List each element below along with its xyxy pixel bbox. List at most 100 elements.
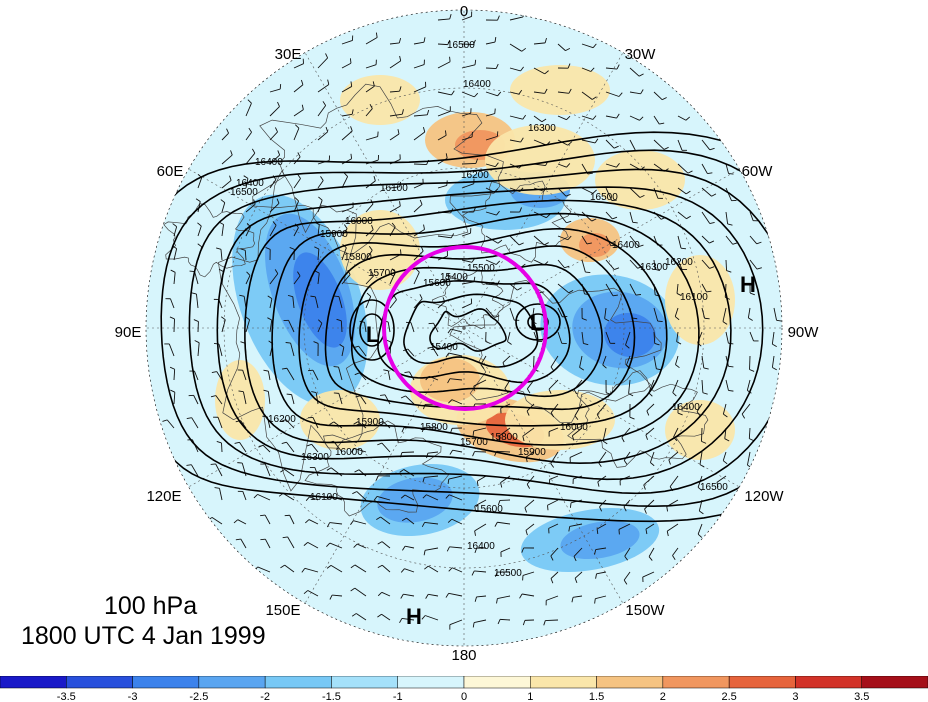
contour-label: 15900 [518,447,546,458]
wind-barb [267,295,273,309]
wind-barb [701,163,713,175]
colorbar-swatch [331,676,398,689]
wind-barb [557,63,571,69]
anomaly-blob [510,65,610,115]
wind-barb [701,355,709,370]
wind-barb [326,522,343,528]
wind-barb [329,594,343,600]
colorbar-swatch [264,676,332,689]
wind-barb [389,55,402,69]
wind-barb [701,211,715,224]
wind-barb [269,150,281,165]
wind-barb [221,128,229,141]
wind-barb [197,222,202,237]
contour-label: 16400 [467,541,495,552]
wind-barb [186,464,199,477]
wind-barb [350,447,367,453]
wind-barb [341,58,352,69]
wind-barb [596,403,607,420]
wind-barb [550,571,559,584]
wind-barb [644,499,655,514]
wind-barb [623,451,631,465]
wind-barb [500,475,511,488]
meridian-line [463,168,740,329]
wind-barb [485,15,500,21]
meridian-line [304,52,465,329]
wind-barb [333,392,343,405]
wind-barb [461,298,473,309]
contour-15400 [429,308,507,352]
wind-barb [548,427,559,437]
wind-barb [213,416,223,429]
wind-barb [234,441,247,453]
wind-barb [281,367,295,381]
wind-barb [389,86,402,93]
wind-barb [306,443,319,453]
wind-barb [220,199,226,213]
colorbar-swatch [66,676,133,689]
wind-barb [169,366,176,381]
wind-barb [437,130,447,141]
wind-barb [677,115,691,121]
wind-barb [281,441,295,453]
wind-barb [233,519,247,525]
contour-label: 15600 [423,278,451,289]
longitude-label-120E: 120E [146,488,181,505]
wind-barb [380,394,391,405]
colorbar-swatch [861,676,928,689]
wind-barb [188,394,199,405]
wind-barb [629,283,641,296]
wind-barb [485,331,491,344]
wind-barb [317,176,324,189]
colorbar-tick-label: 0 [461,691,467,702]
wind-barb [749,211,759,222]
wind-barb [311,391,319,405]
wind-barb [287,294,295,309]
wind-barb [425,593,439,599]
wind-barb [269,269,279,285]
wind-barb [329,421,343,429]
wind-barb [485,210,500,216]
wind-barb [402,545,415,551]
wind-barb [653,187,663,199]
contour-label: 16400 [672,402,700,413]
wind-barb [377,564,391,573]
contour-15500 [403,293,539,368]
wind-barb [677,403,683,416]
wind-barb [413,199,423,213]
wind-barb [474,595,487,602]
wind-barb [649,451,655,467]
pressure-centers: L L H H [366,272,756,629]
wind-barb [461,228,472,237]
wind-barb [509,283,522,291]
wind-barb [771,355,777,371]
wind-barb [594,595,607,604]
wind-barb [423,547,439,556]
contour-15800 [324,245,636,411]
wind-barb [485,91,502,97]
wind-barb [437,56,451,69]
wind-barb [350,520,367,525]
wind-barb [581,259,591,273]
wind-barb [605,283,619,297]
colorbar-tick-label: -1.5 [322,691,341,702]
wind-barb [377,442,391,453]
longitude-label-0: 0 [460,3,468,20]
wind-barb [245,148,256,165]
longitude-label-60W: 60W [742,163,774,180]
wind-barb [522,571,535,581]
wind-barb [668,451,679,465]
wind-barb [507,331,512,345]
wind-barb [336,318,343,333]
colorbar-swatch [397,676,465,689]
colorbar-tick-label: 3 [792,691,798,702]
wind-barb [437,13,452,21]
contour-label: 16100 [380,183,408,194]
map-border [145,9,783,647]
wind-barb [472,427,487,436]
wind-barb [771,331,777,347]
wind-barb [258,444,271,453]
wind-barb [701,283,712,293]
wind-barb [437,39,451,46]
colorbar-tick-label: -2 [260,691,270,702]
